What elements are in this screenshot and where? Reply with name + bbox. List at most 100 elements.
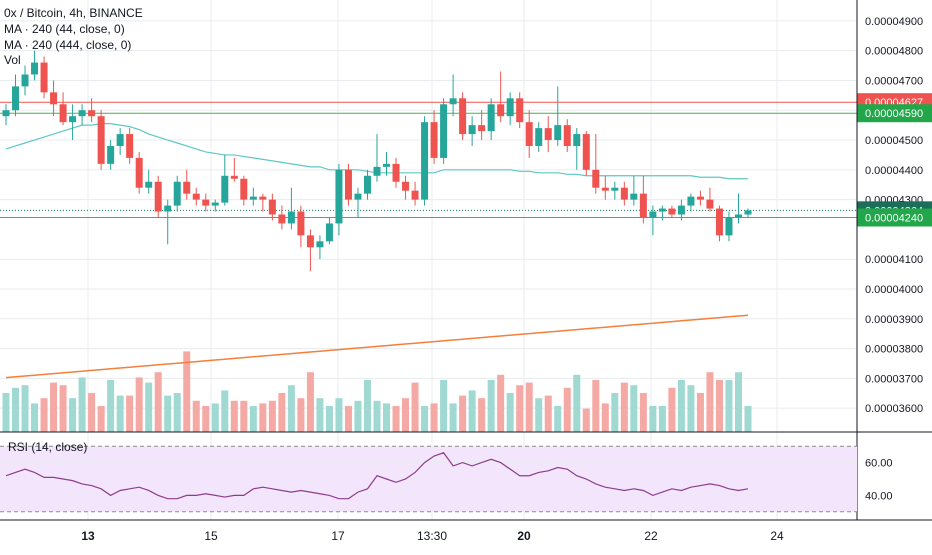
volume-bar xyxy=(40,398,48,432)
candle-body xyxy=(620,187,628,200)
candle-body xyxy=(582,134,590,170)
candle-body xyxy=(630,193,638,200)
volume-bar xyxy=(449,403,457,432)
candle-body xyxy=(497,104,505,117)
candle-body xyxy=(21,74,29,87)
volume-bar xyxy=(154,372,162,432)
candle-body xyxy=(440,104,448,158)
ma44-legend: MA · 240 (44, close, 0) xyxy=(4,22,125,36)
candle-body xyxy=(516,98,524,123)
volume-bar xyxy=(259,403,267,432)
candle-body xyxy=(734,214,742,218)
volume-bar xyxy=(363,380,371,432)
candle-body xyxy=(211,202,219,206)
volume-bar xyxy=(639,393,647,432)
chart-title: 0x / Bitcoin, 4h, BINANCE xyxy=(4,6,143,20)
volume-bar xyxy=(344,406,352,432)
candle-body xyxy=(687,196,695,206)
volume-bar xyxy=(240,400,248,432)
volume-bar xyxy=(373,400,381,432)
volume-bar xyxy=(88,393,96,432)
candle-body xyxy=(59,104,67,123)
candle-body xyxy=(354,193,362,200)
volume-bar xyxy=(316,398,324,432)
volume-bar xyxy=(459,395,467,432)
candle-body xyxy=(173,181,181,206)
candle-body xyxy=(154,181,162,212)
candle-body xyxy=(287,211,295,224)
candle-body xyxy=(97,116,105,164)
time-tick-label: 20 xyxy=(517,529,531,543)
volume-bar xyxy=(706,372,714,432)
candle-body xyxy=(525,122,533,146)
candle-body xyxy=(221,175,229,203)
candle-body xyxy=(31,62,39,75)
volume-bar xyxy=(2,393,10,432)
volume-bar xyxy=(734,372,742,432)
candle-body xyxy=(2,110,10,117)
volume-bar xyxy=(525,382,533,432)
candle-body xyxy=(725,217,733,236)
volume-bar xyxy=(421,406,429,432)
candle-body xyxy=(183,181,191,194)
volume-bar xyxy=(554,406,562,432)
candle-body xyxy=(715,208,723,236)
volume-bar xyxy=(487,380,495,432)
candle-body xyxy=(573,134,581,146)
price-tick-label: 0.00003700 xyxy=(865,373,923,385)
candle-body xyxy=(230,175,238,179)
volume-bar xyxy=(440,380,448,432)
price-tick-label: 0.00004800 xyxy=(865,46,923,58)
volume-bar xyxy=(249,406,257,432)
volume-bar xyxy=(268,400,276,432)
volume-bar xyxy=(306,372,314,432)
volume-bar xyxy=(592,380,600,432)
ma444-legend: MA · 240 (444, close, 0) xyxy=(4,38,132,52)
candle-body xyxy=(554,125,562,141)
candle-body xyxy=(116,134,124,146)
candle-body xyxy=(135,157,143,188)
volume-bar xyxy=(97,406,105,432)
price-tick-label: 0.00004100 xyxy=(865,254,923,266)
volume-bar xyxy=(478,398,486,432)
candle-body xyxy=(639,193,647,218)
volume-bar xyxy=(50,382,58,432)
volume-bar xyxy=(354,400,362,432)
candle-body xyxy=(449,98,457,105)
volume-bar xyxy=(725,380,733,432)
volume-bar xyxy=(107,380,115,432)
volume-bar xyxy=(601,403,609,432)
volume-bar xyxy=(563,387,571,432)
volume-bar xyxy=(211,403,219,432)
volume-bar xyxy=(59,385,67,432)
volume-bar xyxy=(696,393,704,432)
candle-body xyxy=(40,62,48,93)
candle-body xyxy=(487,104,495,132)
candle-body xyxy=(192,193,200,200)
volume-bar xyxy=(402,398,410,432)
volume-bar xyxy=(468,390,476,432)
candle-body xyxy=(249,196,257,200)
price-tick-label: 0.00004500 xyxy=(865,135,923,147)
candle-body xyxy=(563,125,571,146)
candle-body xyxy=(468,125,476,135)
price-tick-label: 0.00004400 xyxy=(865,165,923,177)
volume-bar xyxy=(544,395,552,432)
price-tick-label: 0.00004000 xyxy=(865,284,923,296)
volume-bar xyxy=(611,393,619,432)
volume-bar xyxy=(325,406,333,432)
volume-bar xyxy=(744,406,752,432)
candle-body xyxy=(592,169,600,188)
price-tick-label: 0.00003900 xyxy=(865,314,923,326)
volume-bar xyxy=(506,393,514,432)
candle-body xyxy=(421,122,429,200)
rsi-tick-label: 40.00 xyxy=(865,490,893,502)
price-level-tag xyxy=(857,104,932,123)
price-tick-label: 0.00004900 xyxy=(865,16,923,28)
volume-bar xyxy=(411,382,419,432)
price-level-label: 0.00004590 xyxy=(865,108,923,120)
rsi-tick-label: 60.00 xyxy=(865,458,893,470)
volume-bar xyxy=(497,374,505,432)
